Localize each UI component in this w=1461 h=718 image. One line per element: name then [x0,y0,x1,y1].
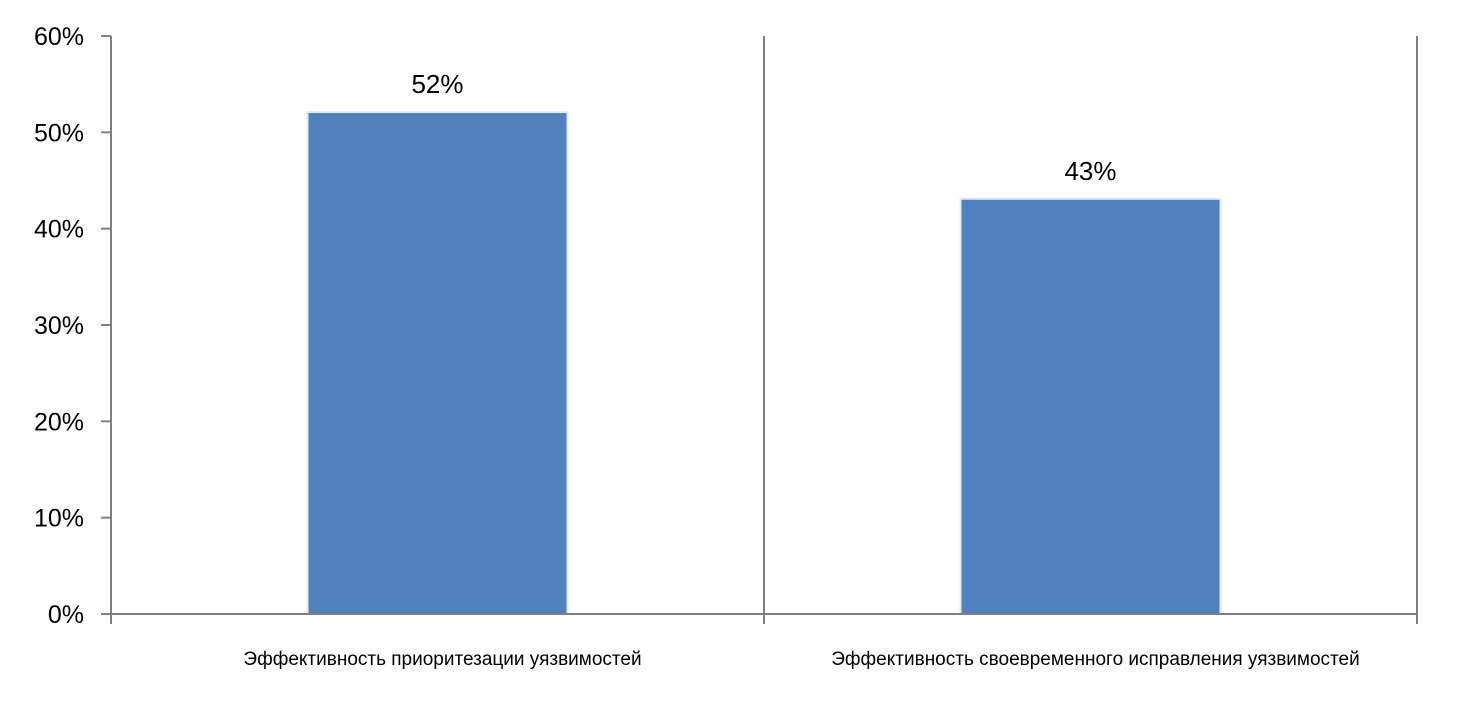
y-tick-label: 20% [34,408,84,436]
bar [961,199,1220,614]
data-label: 52% [411,69,463,99]
axes-group [101,35,1418,624]
bar [308,113,567,615]
y-tick-label: 40% [34,216,84,244]
labels-group: 0% 10% 20% 30% 40% 50% 60% 52% 43% Эффективность … [34,23,1360,670]
y-tick-label: 30% [34,312,84,340]
y-tick-label: 10% [34,505,84,533]
data-label: 43% [1064,156,1116,186]
y-tick-label: 50% [34,119,84,147]
y-tick-label: 60% [34,23,84,51]
bars-group [306,111,1222,615]
x-tick-label: Эффективность приоритезации уязвимостей [243,649,641,670]
x-tick-label: Эффективность своевременного исправления… [831,649,1359,670]
y-tick-label: 0% [48,601,84,629]
